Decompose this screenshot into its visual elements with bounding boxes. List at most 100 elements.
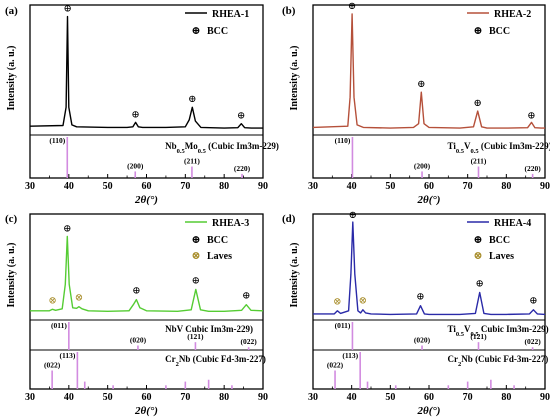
bcc-peak-marker: ⊕ [475,278,483,289]
x-axis-label: 2θ(°) [134,194,158,206]
reference-phase-label: Nb0.5Mo0.5 (Cubic Im3m-229) [165,141,279,155]
legend-marker-label: BCC [207,235,228,246]
legend-label: RHEA-4 [494,218,531,229]
chart-panel-1: (a) 30 40 50 60 70 80 90 2θ(°) Intensity (a. u.) R… [5,4,279,206]
bcc-peak-marker: ⊕ [192,275,200,286]
laves-peak-marker: ⊗ [75,293,83,304]
legend-label: RHEA-1 [212,9,249,20]
x-tick-label: 30 [25,392,35,403]
hkl-label: (011) [51,321,67,330]
legend-marker: ⊕ [473,234,482,246]
series-line-rhea-1 [29,15,263,129]
bcc-peak-marker: ⊕ [349,210,357,221]
x-tick-label: 50 [385,181,395,192]
x-tick-label: 90 [258,392,268,403]
x-tick-label: 80 [219,392,229,403]
y-axis-label: Intensity (a. u.) [289,45,300,110]
phase-sub1: 0.5 [456,148,465,155]
hkl-label: (113) [342,351,358,360]
x-axis-label: 2θ(°) [417,405,441,417]
legend-marker: ⊕ [191,25,200,37]
hkl-label: (121) [470,332,487,341]
phase-name: NbV [165,324,184,334]
hkl-label: (022) [327,361,344,370]
hkl-label: (200) [414,161,431,170]
x-tick-label: 60 [424,181,434,192]
x-tick-label: 50 [385,392,395,403]
hkl-label: (211) [184,157,200,166]
legend-marker: ⊕ [191,234,200,246]
panel-label: (d) [282,213,296,225]
phase-mid: V [464,141,471,151]
phase-suffix: (Cubic Fd-3m-227) [473,354,549,364]
bcc-peak-marker: ⊕ [131,109,139,120]
x-tick-label: 70 [180,392,190,403]
hkl-label: (220) [234,164,251,173]
hkl-label: (200) [127,161,144,170]
x-tick-label: 50 [103,181,113,192]
phase-mid: Nb [179,354,191,364]
hkl-label: (011) [335,321,351,330]
phase-suffix: Cubic Im3m-229) [183,324,253,334]
phase-mid: Mo [185,141,198,151]
x-tick-label: 60 [142,181,152,192]
bcc-peak-marker: ⊕ [474,98,482,109]
bcc-peak-marker: ⊕ [416,292,424,303]
hkl-label: (020) [130,336,147,345]
phase-suffix: Cubic Im3m-229) [479,324,549,334]
x-tick-label: 30 [308,392,318,403]
hkl-label: (113) [60,351,76,360]
chart-panel-2: (b) 30 40 50 60 70 80 90 2θ(°) Intensity (a. u.) R… [282,1,550,206]
x-tick-label: 40 [347,181,357,192]
laves-peak-marker: ⊗ [48,296,56,307]
bcc-peak-marker: ⊕ [529,296,537,307]
phase-sub1: 0.5 [456,331,465,338]
x-tick-label: 40 [64,392,74,403]
x-tick-label: 80 [501,181,511,192]
phase-name: Nb [165,141,177,151]
legend-marker-label: BCC [207,26,228,37]
bcc-peak-marker: ⊕ [188,94,196,105]
legend-label: RHEA-2 [494,9,531,20]
y-axis-label: Intensity (a. u.) [6,242,17,307]
x-tick-label: 30 [308,181,318,192]
x-axis-label: 2θ(°) [134,405,158,417]
phase-suffix: (Cubic Im3m-229) [479,141,550,151]
phase-sub1: 0.5 [177,148,186,155]
laves-peak-marker: ⊗ [333,297,341,308]
bcc-peak-marker: ⊕ [63,223,71,234]
phase-sub2: 0.5 [471,331,480,338]
x-tick-label: 60 [424,392,434,403]
x-tick-label: 90 [540,181,550,192]
phase-sub2: 0.5 [471,148,480,155]
panel-label: (a) [5,5,18,17]
legend-marker-label: BCC [489,26,510,37]
legend-marker-label: BCC [489,235,510,246]
hkl-label: (020) [414,336,431,345]
x-tick-label: 30 [25,181,35,192]
phase-sub1: 2 [176,361,179,368]
bcc-peak-marker: ⊕ [527,111,535,122]
bcc-peak-marker: ⊕ [63,4,71,15]
x-tick-label: 40 [347,392,357,403]
hkl-label: (022) [525,337,542,346]
legend-marker: ⊗ [473,250,482,262]
phase-sub2: 0.5 [198,148,207,155]
x-axis-label: 2θ(°) [417,194,441,206]
phase-suffix: (Cubic Im3m-229) [206,141,279,151]
hkl-label: (022) [241,337,258,346]
legend-marker-label: Laves [207,251,232,262]
phase-name: Cr [448,354,459,364]
series-line-rhea-3 [30,235,264,312]
legend-marker: ⊕ [473,25,482,37]
phase-mid: V [464,324,471,334]
reference-phase-label: Cr2Nb (Cubic Fd-3m-227) [165,354,266,368]
bcc-peak-marker: ⊕ [417,79,425,90]
hkl-label: (220) [525,164,542,173]
x-tick-label: 50 [103,392,113,403]
chart-panel-3: (c) 30 40 50 60 70 80 90 2θ(°) Intensity (a. u.) R… [5,213,268,417]
plot-frame [312,4,546,179]
phase-suffix: (Cubic Fd-3m-227) [190,354,266,364]
x-tick-label: 90 [258,181,268,192]
